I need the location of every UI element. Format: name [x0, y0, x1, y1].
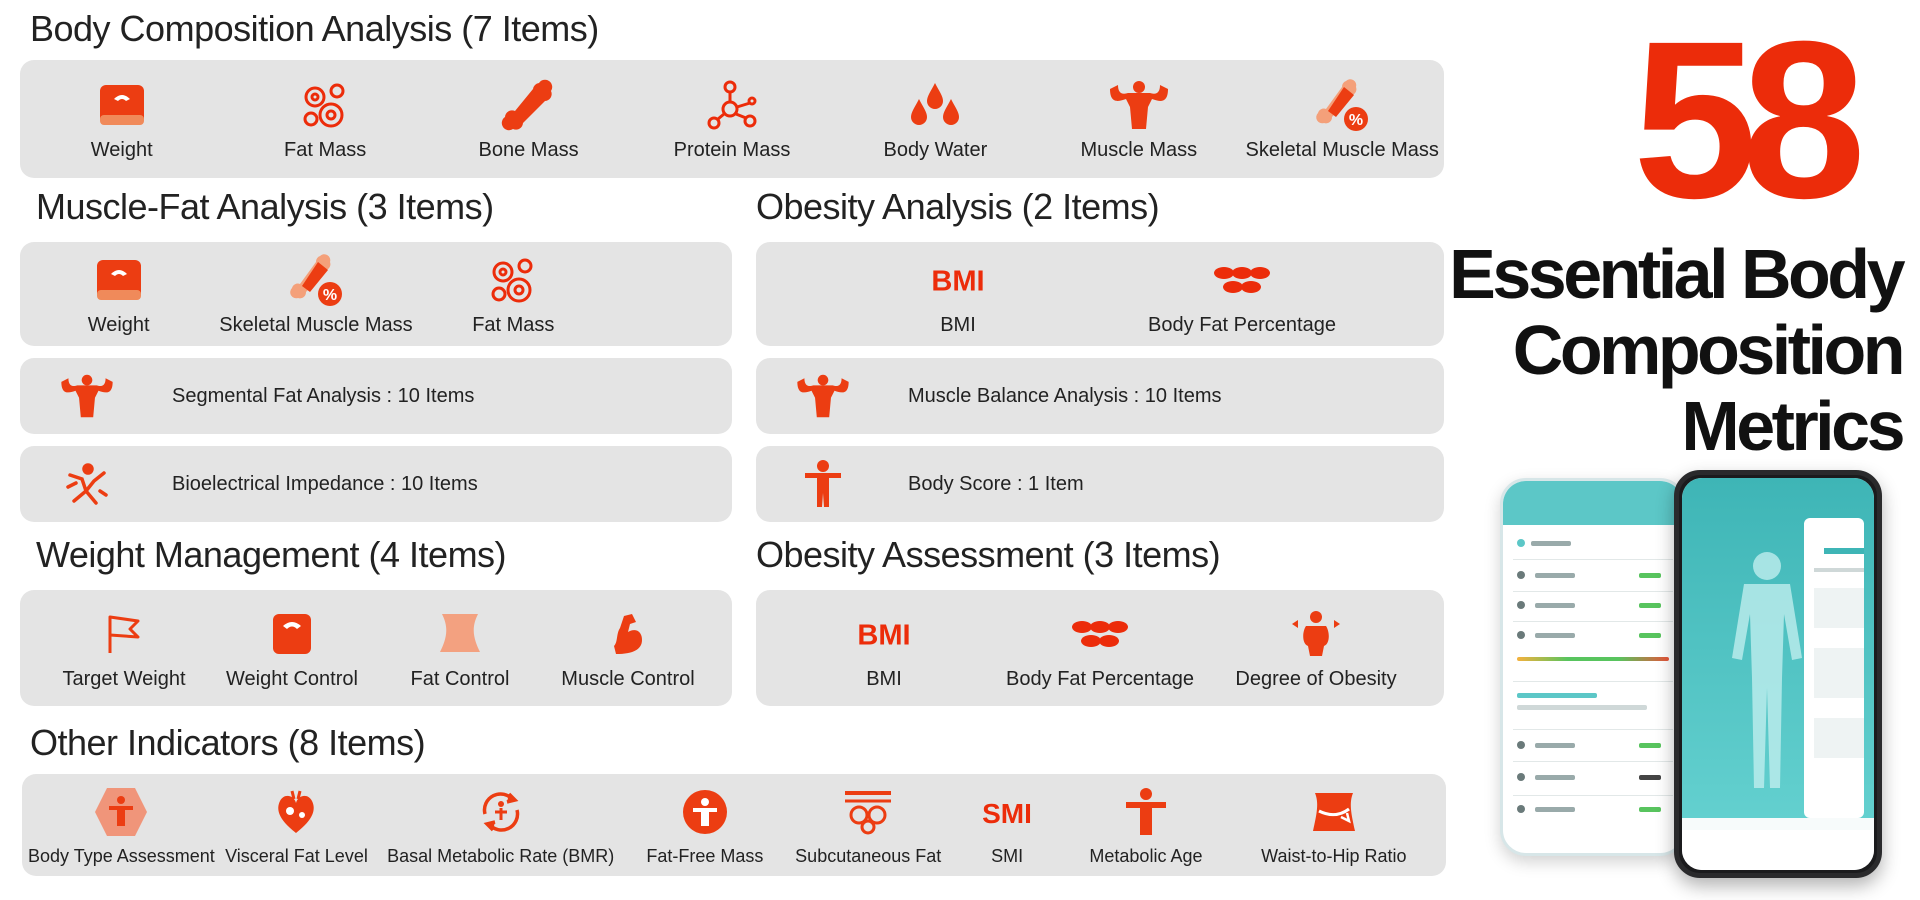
metric-visceral-fat-level: Visceral Fat Level	[215, 784, 378, 867]
metabolic-cycle-icon	[470, 784, 532, 840]
metric-skeletal-muscle-mass: % Skeletal Muscle Mass	[217, 252, 414, 337]
waist-hip-icon	[1303, 784, 1365, 840]
metric-fat-mass: Fat Mass	[415, 252, 612, 337]
metric-body-water: Body Water	[834, 77, 1037, 162]
body-score-label: Body Score : 1 Item	[908, 472, 1084, 495]
fat-cells-icon	[294, 77, 356, 133]
smi-icon: SMI	[976, 784, 1038, 840]
obesity-analysis-panel: BMI BMI Body Fat Percentage	[756, 242, 1444, 346]
headline-line-2: Composition	[1512, 311, 1906, 389]
body-type-hexagon-icon	[90, 784, 152, 840]
metric-weight-control: Weight Control	[208, 606, 376, 691]
metric-body-fat-percentage: Body Fat Percentage	[1100, 252, 1384, 337]
person-icon	[788, 456, 858, 512]
metric-muscle-control: Muscle Control	[544, 606, 712, 691]
metric-body-type-assessment: Body Type Assessment	[28, 784, 215, 867]
metric-target-weight: Target Weight	[40, 606, 208, 691]
scale-icon	[88, 252, 150, 308]
section-title-other-indicators: Other Indicators (8 Items)	[30, 722, 426, 763]
flag-icon	[93, 606, 155, 662]
metric-fat-mass: Fat Mass	[223, 77, 426, 162]
muscle-balance-label: Muscle Balance Analysis : 10 Items	[908, 384, 1222, 407]
metric-bmi: BMI BMI	[776, 606, 992, 691]
metric-fat-free-mass: Fat-Free Mass	[623, 784, 786, 867]
svg-text:BMI: BMI	[857, 619, 910, 651]
metric-bone-mass: Bone Mass	[427, 77, 630, 162]
svg-text:BMI: BMI	[931, 265, 984, 297]
bone-percent-icon: %	[1311, 77, 1373, 133]
metric-muscle-mass: Muscle Mass	[1037, 77, 1240, 162]
section-title-obesity-assessment: Obesity Assessment (3 Items)	[756, 534, 1221, 575]
weight-management-panel: Target Weight Weight Control Fat Control…	[20, 590, 732, 706]
bmi-icon: BMI	[853, 606, 915, 662]
metric-bmi: BMI BMI	[816, 252, 1100, 337]
metric-fat-control: Fat Control	[376, 606, 544, 691]
molecule-icon	[701, 77, 763, 133]
headline-title: Essential Body Composition Metrics	[1449, 235, 1906, 465]
muscle-torso-icon	[1108, 77, 1170, 133]
body-score-row: Body Score : 1 Item	[756, 446, 1444, 522]
obesity-assessment-panel: BMI BMI Body Fat Percentage Degree of Ob…	[756, 590, 1444, 706]
muscle-balance-row: Muscle Balance Analysis : 10 Items	[756, 358, 1444, 434]
person-icon	[1115, 784, 1177, 840]
section-title-muscle-fat: Muscle-Fat Analysis (3 Items)	[36, 186, 494, 227]
metric-smi: SMI SMI	[950, 784, 1064, 867]
fat-cells-row-icon	[1211, 252, 1273, 308]
bone-percent-icon: %	[285, 252, 347, 308]
waist-icon	[429, 606, 491, 662]
segmental-fat-label: Segmental Fat Analysis : 10 Items	[172, 384, 475, 407]
impedance-body-icon	[52, 456, 122, 512]
fat-cells-icon	[482, 252, 544, 308]
metric-waist-to-hip-ratio: Waist-to-Hip Ratio	[1228, 784, 1440, 867]
scale-icon	[261, 606, 323, 662]
water-drops-icon	[904, 77, 966, 133]
phone-mockup-front	[1674, 470, 1882, 878]
fat-free-circle-icon	[674, 784, 736, 840]
scale-icon	[91, 77, 153, 133]
metric-subcutaneous-fat: Subcutaneous Fat	[787, 784, 950, 867]
metric-degree-of-obesity: Degree of Obesity	[1208, 606, 1424, 691]
bioelectrical-impedance-label: Bioelectrical Impedance : 10 Items	[172, 472, 478, 495]
obesity-figure-icon	[1285, 606, 1347, 662]
metric-body-fat-percentage: Body Fat Percentage	[992, 606, 1208, 691]
segmental-fat-row: Segmental Fat Analysis : 10 Items	[20, 358, 732, 434]
muscle-torso-icon	[788, 368, 858, 424]
metric-metabolic-age: Metabolic Age	[1064, 784, 1227, 867]
metric-basal-metabolic-rate: Basal Metabolic Rate (BMR)	[378, 784, 623, 867]
phone-mockup-back	[1500, 478, 1686, 856]
metric-skeletal-muscle-mass: % Skeletal Muscle Mass	[1241, 77, 1444, 162]
metric-protein-mass: Protein Mass	[630, 77, 833, 162]
heart-organ-icon	[265, 784, 327, 840]
muscle-fat-panel: Weight % Skeletal Muscle Mass Fat Mass	[20, 242, 732, 346]
headline-line-3: Metrics	[1681, 387, 1905, 465]
bioelectrical-impedance-row: Bioelectrical Impedance : 10 Items	[20, 446, 732, 522]
fat-cells-row-icon	[1069, 606, 1131, 662]
other-indicators-panel: Body Type Assessment Visceral Fat Level …	[22, 774, 1446, 876]
svg-text:SMI: SMI	[982, 798, 1032, 829]
metrics-count: 58	[1632, 0, 1866, 245]
section-title-weight-management: Weight Management (4 Items)	[36, 534, 507, 575]
muscle-torso-icon	[52, 368, 122, 424]
svg-text:%: %	[1349, 112, 1363, 129]
body-composition-panel: Weight Fat Mass Bone Mass Protein Mass B…	[20, 60, 1444, 178]
bicep-icon	[597, 606, 659, 662]
subcutaneous-fat-icon	[837, 784, 899, 840]
bmi-icon: BMI	[927, 252, 989, 308]
metric-weight: Weight	[20, 77, 223, 162]
section-title-body-composition: Body Composition Analysis (7 Items)	[30, 8, 599, 49]
svg-text:%: %	[323, 287, 337, 304]
section-title-obesity-analysis: Obesity Analysis (2 Items)	[756, 186, 1160, 227]
headline-line-1: Essential Body	[1449, 235, 1905, 313]
metric-weight: Weight	[20, 252, 217, 337]
bone-icon	[498, 77, 560, 133]
